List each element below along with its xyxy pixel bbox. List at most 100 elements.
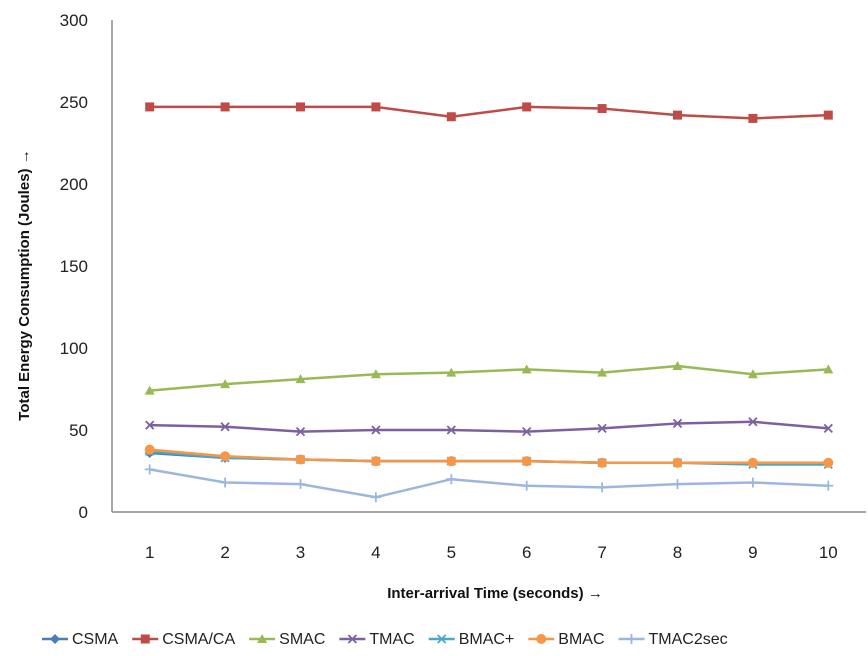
series-line-bmac bbox=[149, 448, 829, 465]
data-point-smac bbox=[823, 364, 834, 374]
legend-marker bbox=[140, 634, 150, 644]
legend-item-csma-ca: CSMA/CA bbox=[132, 631, 235, 648]
data-point-csma-ca bbox=[145, 102, 155, 112]
legend-marker bbox=[536, 634, 547, 644]
data-point-smac bbox=[144, 385, 155, 395]
legend-item-bmac: BMAC+ bbox=[428, 631, 515, 648]
data-point-smac bbox=[220, 379, 231, 389]
legend-marker bbox=[437, 634, 447, 644]
data-point-bmac bbox=[220, 451, 231, 462]
legend-marker bbox=[257, 634, 268, 643]
data-point-tmac bbox=[446, 425, 456, 435]
series-line-tmac2sec bbox=[149, 468, 829, 499]
data-point-bmac bbox=[521, 456, 532, 467]
data-point-tmac bbox=[597, 423, 607, 433]
plot-area: 0 50 100 150 200 250 300 1 2 3 4 5 6 7 8 9 10 bbox=[60, 11, 866, 562]
y-tick-label: 300 bbox=[60, 11, 88, 30]
series-layer bbox=[144, 102, 834, 503]
legend-label: BMAC bbox=[558, 631, 604, 648]
x-tick-label: 8 bbox=[673, 543, 682, 562]
data-point-smac bbox=[672, 361, 683, 371]
data-point-bmac bbox=[446, 456, 457, 467]
data-point-tmac bbox=[220, 422, 230, 432]
x-tick-label: 10 bbox=[819, 543, 838, 562]
x-tick-labels: 1 2 3 4 5 6 7 8 9 10 bbox=[145, 543, 838, 562]
data-point-tmac2sec bbox=[597, 482, 608, 493]
data-point-csma-ca bbox=[371, 102, 381, 112]
series-line-smac bbox=[149, 364, 829, 392]
data-point-csma-ca bbox=[673, 110, 682, 120]
x-tick-label: 1 bbox=[145, 543, 154, 562]
data-point-bmac bbox=[597, 457, 608, 468]
data-point-smac bbox=[747, 369, 758, 379]
legend-item-csma: CSMA bbox=[42, 631, 119, 648]
data-point-tmac bbox=[748, 417, 758, 427]
legend-label: SMAC bbox=[279, 631, 325, 648]
data-point-csma-ca bbox=[597, 104, 607, 114]
x-tick-label: 4 bbox=[371, 543, 380, 562]
y-tick-label: 50 bbox=[69, 421, 88, 440]
data-point-bmac bbox=[747, 457, 758, 468]
data-point-tmac bbox=[522, 427, 532, 437]
y-tick-label: 150 bbox=[60, 257, 88, 276]
data-point-bmac bbox=[672, 457, 683, 468]
data-point-smac bbox=[295, 374, 306, 384]
y-tick-label: 0 bbox=[79, 503, 88, 522]
data-point-smac bbox=[446, 367, 457, 377]
series-tmac bbox=[145, 417, 833, 437]
series-tmac2sec bbox=[144, 464, 834, 503]
legend-item-tmac2sec: TMAC2sec bbox=[618, 631, 728, 648]
data-point-bmac bbox=[823, 457, 834, 468]
legend-item-tmac: TMAC bbox=[339, 631, 415, 648]
x-tick-label: 5 bbox=[447, 543, 456, 562]
legend-label: CSMA bbox=[72, 631, 119, 648]
y-tick-label: 200 bbox=[60, 175, 88, 194]
series-smac bbox=[144, 361, 834, 395]
legend-item-bmac: BMAC bbox=[528, 631, 605, 648]
x-tick-label: 9 bbox=[748, 543, 757, 562]
data-point-csma-ca bbox=[446, 112, 456, 122]
legend: CSMA CSMA/CA SMAC TMAC BMAC+ BMAC TMAC2sec bbox=[42, 631, 728, 648]
x-axis-title: Inter-arrival Time (seconds) → bbox=[387, 585, 603, 602]
data-point-smac bbox=[521, 364, 532, 374]
series-line-csma-ca bbox=[149, 105, 829, 120]
x-tick-label: 7 bbox=[597, 543, 606, 562]
data-point-tmac2sec bbox=[747, 477, 758, 488]
data-point-csma-ca bbox=[522, 102, 532, 112]
legend-marker bbox=[50, 634, 60, 644]
data-point-tmac2sec bbox=[144, 464, 155, 475]
data-point-csma-ca bbox=[220, 102, 230, 112]
data-point-tmac2sec bbox=[220, 477, 231, 488]
data-point-tmac2sec bbox=[823, 480, 834, 491]
legend-item-smac: SMAC bbox=[249, 631, 325, 648]
y-tick-label: 250 bbox=[60, 93, 88, 112]
data-point-tmac2sec bbox=[446, 474, 457, 485]
data-point-tmac bbox=[823, 423, 833, 433]
legend-marker bbox=[347, 634, 358, 644]
legend-label: CSMA/CA bbox=[162, 631, 235, 648]
series-line-tmac bbox=[149, 420, 829, 433]
data-point-smac bbox=[597, 367, 608, 377]
data-point-bmac bbox=[370, 456, 381, 467]
data-point-tmac2sec bbox=[672, 479, 683, 490]
x-tick-label: 3 bbox=[296, 543, 305, 562]
y-axis-title: Total Energy Consumption (Joules) → bbox=[16, 149, 33, 420]
x-tick-label: 6 bbox=[522, 543, 531, 562]
data-point-tmac bbox=[145, 420, 155, 430]
y-tick-labels: 0 50 100 150 200 250 300 bbox=[60, 11, 88, 522]
legend-label: BMAC+ bbox=[459, 631, 515, 648]
data-point-tmac bbox=[672, 418, 683, 429]
data-point-tmac bbox=[371, 425, 381, 435]
data-point-csma-ca bbox=[748, 113, 758, 123]
data-point-tmac bbox=[295, 427, 306, 437]
data-point-csma-ca bbox=[296, 102, 305, 112]
data-point-bmac bbox=[144, 444, 155, 455]
x-tick-label: 2 bbox=[220, 543, 229, 562]
data-point-bmac bbox=[295, 454, 306, 465]
series-bmac bbox=[144, 444, 834, 468]
legend-label: TMAC2sec bbox=[649, 631, 728, 648]
data-point-tmac2sec bbox=[370, 492, 381, 503]
series-csma-ca bbox=[145, 102, 833, 123]
legend-marker bbox=[626, 634, 637, 644]
